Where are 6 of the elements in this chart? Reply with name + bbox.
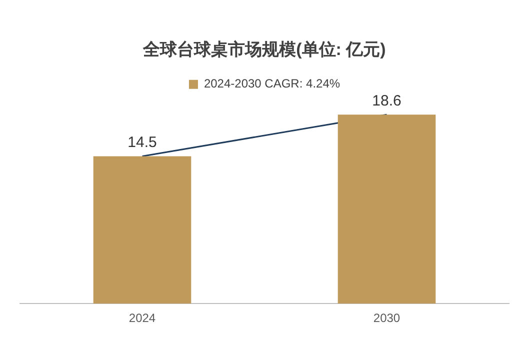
legend-label: 2024-2030 CAGR: 4.24% — [204, 76, 340, 91]
x-tick-label: 2030 — [373, 311, 400, 326]
chart-title: 全球台球桌市场规模(单位: 亿元) — [142, 40, 386, 59]
data-label: 18.6 — [372, 92, 402, 110]
x-tick-label: 2024 — [128, 311, 156, 326]
data-label: 14.5 — [128, 134, 157, 151]
